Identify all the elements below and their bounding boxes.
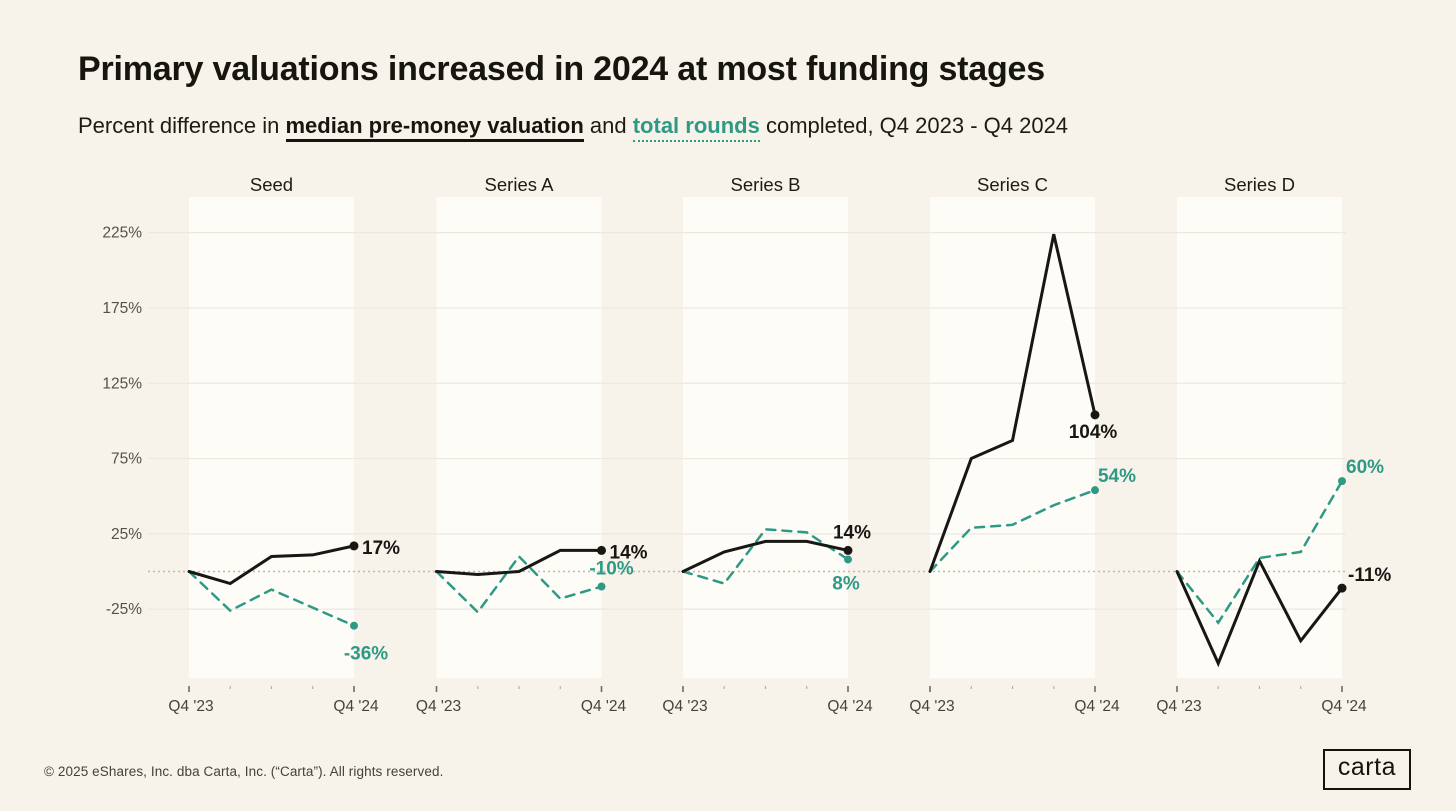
valuation-end-dot xyxy=(1090,410,1100,420)
rounds-line xyxy=(928,488,1097,573)
valuation-end-label: 14% xyxy=(833,522,871,543)
x-axis-first-label: Q4 '23 xyxy=(168,698,213,715)
carta-logo-text: carta xyxy=(1337,753,1396,781)
y-axis-tick-label: 225% xyxy=(102,225,142,242)
x-axis-last-label: Q4 '24 xyxy=(827,698,873,715)
subtitle-prefix: Percent difference in xyxy=(78,113,286,138)
panel-title: Seed xyxy=(250,174,293,195)
rounds-end-dot xyxy=(350,621,358,630)
rounds-end-label: -36% xyxy=(344,644,388,665)
legend-valuation-metric: median pre-money valuation xyxy=(285,113,584,142)
rounds-end-dot xyxy=(1091,486,1099,495)
valuation-end-dot xyxy=(597,545,606,555)
carta-logo: carta xyxy=(1322,749,1411,790)
rounds-end-label: -10% xyxy=(589,559,633,580)
rounds-line xyxy=(435,554,603,615)
panel-background xyxy=(1177,197,1342,678)
valuation-line xyxy=(681,539,850,573)
valuation-end-dot xyxy=(349,541,359,551)
rounds-end-dot xyxy=(844,555,852,564)
valuation-line xyxy=(928,233,1097,573)
valuation-end-label: 17% xyxy=(362,538,400,559)
y-axis-tick-label: 175% xyxy=(102,300,142,317)
x-axis-last-label: Q4 '24 xyxy=(333,698,379,715)
panel-title: Series A xyxy=(485,174,555,195)
x-axis-first-label: Q4 '23 xyxy=(1156,698,1201,715)
y-axis-tick-label: 125% xyxy=(102,375,142,392)
copyright-text: © 2025 eShares, Inc. dba Carta, Inc. (“C… xyxy=(44,764,444,779)
panel-title: Series B xyxy=(731,174,801,195)
x-axis-last-label: Q4 '24 xyxy=(581,698,627,715)
valuation-end-dot xyxy=(843,545,853,555)
panel-background xyxy=(189,197,354,678)
rounds-line xyxy=(187,570,356,627)
x-axis-first-label: Q4 '23 xyxy=(662,698,707,715)
rounds-line xyxy=(681,528,850,585)
panel-background xyxy=(683,197,848,678)
valuation-line xyxy=(187,544,356,586)
subtitle-connector: and xyxy=(583,113,633,138)
subtitle-suffix: completed, Q4 2023 - Q4 2024 xyxy=(759,113,1069,138)
rounds-end-label: 60% xyxy=(1346,457,1384,478)
y-axis-tick-label: 75% xyxy=(111,451,142,468)
rounds-end-label: 54% xyxy=(1098,466,1136,487)
panel-background xyxy=(436,197,602,678)
valuation-line xyxy=(1175,557,1344,668)
valuation-end-label: 104% xyxy=(1069,422,1118,443)
rounds-line xyxy=(1175,479,1344,625)
x-axis-first-label: Q4 '23 xyxy=(416,698,461,715)
panel-title: Series C xyxy=(977,174,1048,195)
x-axis-last-label: Q4 '24 xyxy=(1321,698,1367,715)
x-axis-last-label: Q4 '24 xyxy=(1074,698,1120,715)
chart-title: Primary valuations increased in 2024 at … xyxy=(78,50,1045,88)
valuation-line xyxy=(435,548,603,577)
panel-title: Series D xyxy=(1224,174,1295,195)
valuation-end-dot xyxy=(1337,583,1347,593)
chart-subtitle: Percent difference in median pre-money v… xyxy=(78,113,1069,142)
legend-rounds-metric: total rounds xyxy=(632,113,760,142)
rounds-end-label: 8% xyxy=(832,573,860,594)
y-axis-tick-label: 25% xyxy=(111,526,142,543)
x-axis-first-label: Q4 '23 xyxy=(909,698,954,715)
rounds-end-dot xyxy=(597,582,606,591)
valuation-end-label: 14% xyxy=(610,542,648,563)
y-axis-tick-label: -25% xyxy=(106,601,142,618)
rounds-end-dot xyxy=(1338,477,1346,486)
valuation-end-label: -11% xyxy=(1348,565,1391,586)
